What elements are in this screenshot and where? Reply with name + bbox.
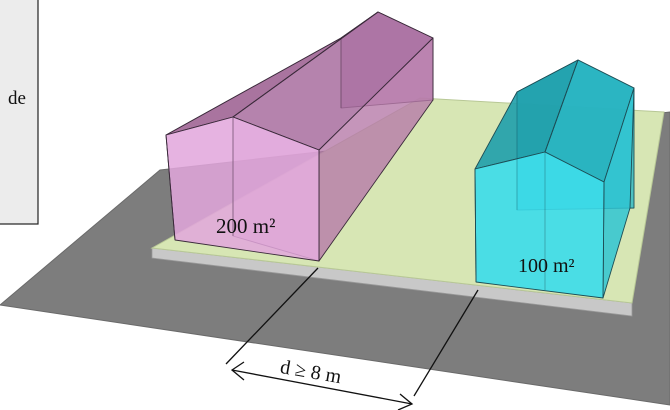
large-building-area-label: 200 m² (216, 214, 275, 238)
side-panel: de (0, 0, 39, 225)
small-building-area-label: 100 m² (518, 255, 575, 277)
large-building-ridge (232, 11, 379, 118)
large-building-edge (165, 37, 342, 136)
side-panel-box (0, 0, 39, 225)
extension-line-left (225, 267, 319, 365)
side-panel-text: de (8, 88, 26, 109)
distance-label: d ≥ 8 m (279, 356, 344, 388)
dimension-arrow-left (230, 361, 245, 381)
distance-dimension (225, 267, 479, 410)
large-building-edge (165, 134, 176, 241)
small-building-ridge (544, 59, 579, 153)
large-building (165, 11, 434, 262)
dimension-arrow-right (397, 393, 414, 410)
small-building (474, 59, 635, 299)
dimension-line (231, 369, 413, 405)
small-building-edge (474, 168, 477, 283)
extension-line-right (413, 289, 479, 397)
